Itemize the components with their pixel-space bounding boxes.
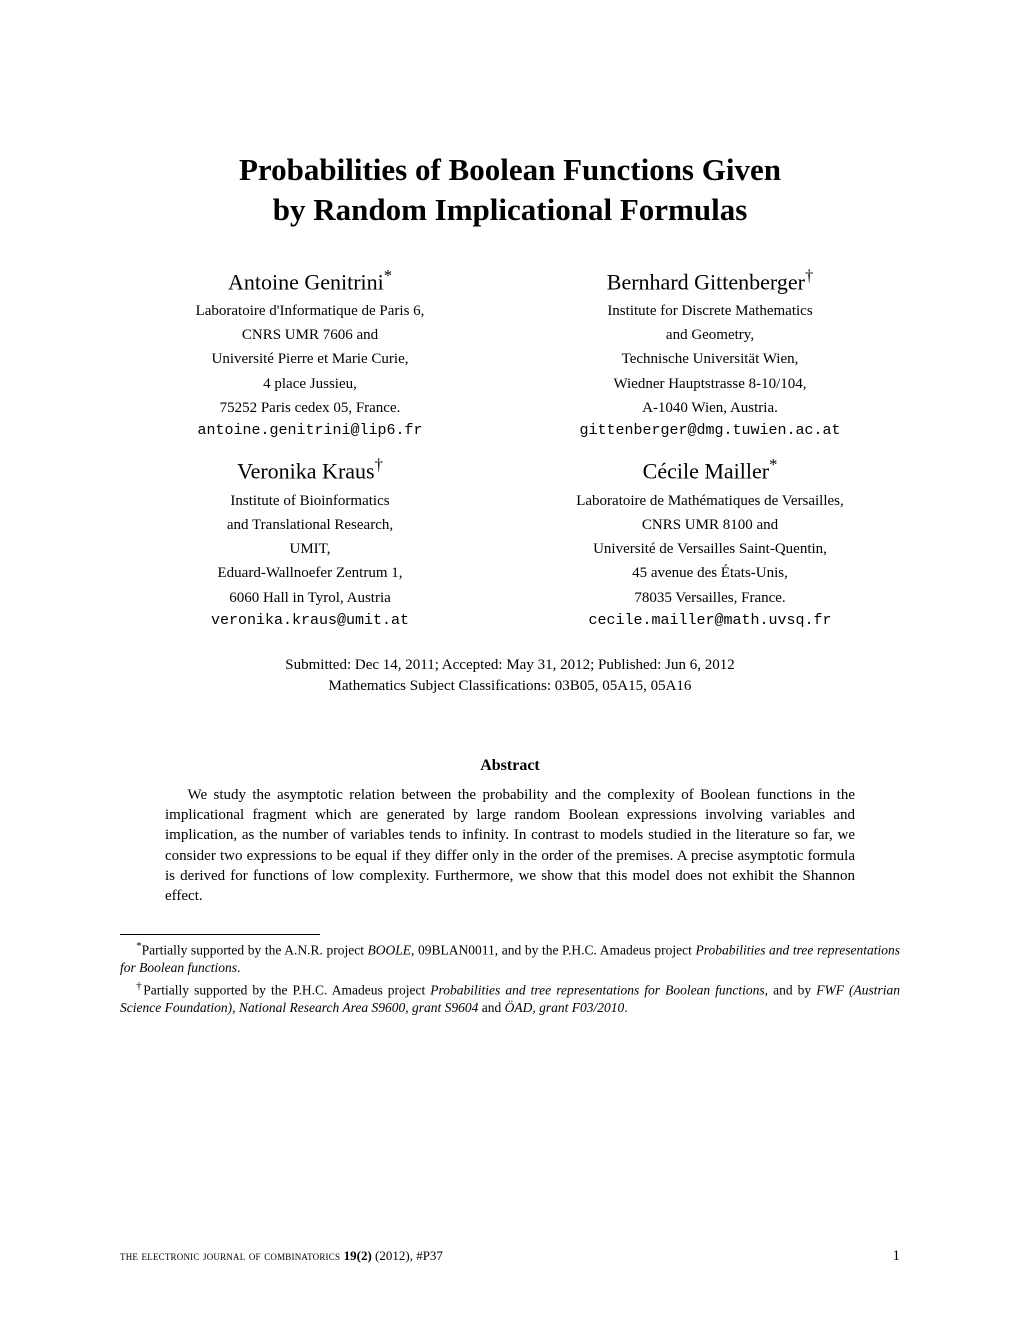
affil-2-0: Institute for Discrete Mathematics [520, 301, 900, 321]
affil-1-3: 4 place Jussieu, [120, 374, 500, 394]
affil-1-4: 75252 Paris cedex 05, France. [120, 398, 500, 418]
author-mark-3: † [375, 455, 383, 474]
affil-1-2: Université Pierre et Marie Curie, [120, 349, 500, 369]
affil-4-0: Laboratoire de Mathématiques de Versaill… [520, 491, 900, 511]
affil-4-1: CNRS UMR 8100 and [520, 515, 900, 535]
footnote-1: *Partially supported by the A.N.R. proje… [120, 939, 900, 977]
submission-line: Submitted: Dec 14, 2011; Accepted: May 3… [285, 657, 734, 673]
affil-4-2: Université de Versailles Saint-Quentin, [520, 539, 900, 559]
author-block-1: Antoine Genitrini* Laboratoire d'Informa… [120, 266, 500, 440]
title-line-2: by Random Implicational Formulas [273, 192, 748, 227]
affil-3-1: and Translational Research, [120, 515, 500, 535]
page-footer: the electronic journal of combinatorics … [120, 1248, 900, 1265]
affil-4-4: 78035 Versailles, France. [520, 588, 900, 608]
journal-ref: the electronic journal of combinatorics … [120, 1248, 443, 1265]
footnote-2: †Partially supported by the P.H.C. Amade… [120, 979, 900, 1017]
affil-2-4: A-1040 Wien, Austria. [520, 398, 900, 418]
affil-2-1: and Geometry, [520, 325, 900, 345]
authors-grid: Antoine Genitrini* Laboratoire d'Informa… [120, 266, 900, 645]
page: Probabilities of Boolean Functions Given… [0, 0, 1020, 1320]
email-3: veronika.kraus@umit.at [120, 612, 500, 629]
footnote-rule [120, 934, 320, 935]
author-mark-4: * [769, 455, 777, 474]
email-4: cecile.mailler@math.uvsq.fr [520, 612, 900, 629]
abstract-heading: Abstract [120, 757, 900, 775]
affil-3-3: Eduard-Wallnoefer Zentrum 1, [120, 563, 500, 583]
affil-1-1: CNRS UMR 7606 and [120, 325, 500, 345]
affil-3-2: UMIT, [120, 539, 500, 559]
affil-1-0: Laboratoire d'Informatique de Paris 6, [120, 301, 500, 321]
author-block-2: Bernhard Gittenberger† Institute for Dis… [520, 266, 900, 440]
author-block-4: Cécile Mailler* Laboratoire de Mathémati… [520, 455, 900, 629]
email-1: antoine.genitrini@lip6.fr [120, 422, 500, 439]
msc-line: Mathematics Subject Classifications: 03B… [329, 678, 692, 694]
affil-2-3: Wiedner Hauptstrasse 8-10/104, [520, 374, 900, 394]
affil-4-3: 45 avenue des États-Unis, [520, 563, 900, 583]
author-name-4: Cécile Mailler* [520, 455, 900, 484]
affil-3-4: 6060 Hall in Tyrol, Austria [120, 588, 500, 608]
title-line-1: Probabilities of Boolean Functions Given [239, 152, 781, 187]
author-name-1: Antoine Genitrini* [120, 266, 500, 295]
page-number: 1 [893, 1248, 901, 1265]
affil-2-2: Technische Universität Wien, [520, 349, 900, 369]
email-2: gittenberger@dmg.tuwien.ac.at [520, 422, 900, 439]
author-mark-1: * [384, 266, 392, 285]
submission-info: Submitted: Dec 14, 2011; Accepted: May 3… [120, 655, 900, 697]
author-mark-2: † [805, 266, 813, 285]
affil-3-0: Institute of Bioinformatics [120, 491, 500, 511]
author-name-2: Bernhard Gittenberger† [520, 266, 900, 295]
abstract-body: We study the asymptotic relation between… [120, 785, 900, 907]
paper-title: Probabilities of Boolean Functions Given… [120, 150, 900, 231]
author-name-3: Veronika Kraus† [120, 455, 500, 484]
author-block-3: Veronika Kraus† Institute of Bioinformat… [120, 455, 500, 629]
